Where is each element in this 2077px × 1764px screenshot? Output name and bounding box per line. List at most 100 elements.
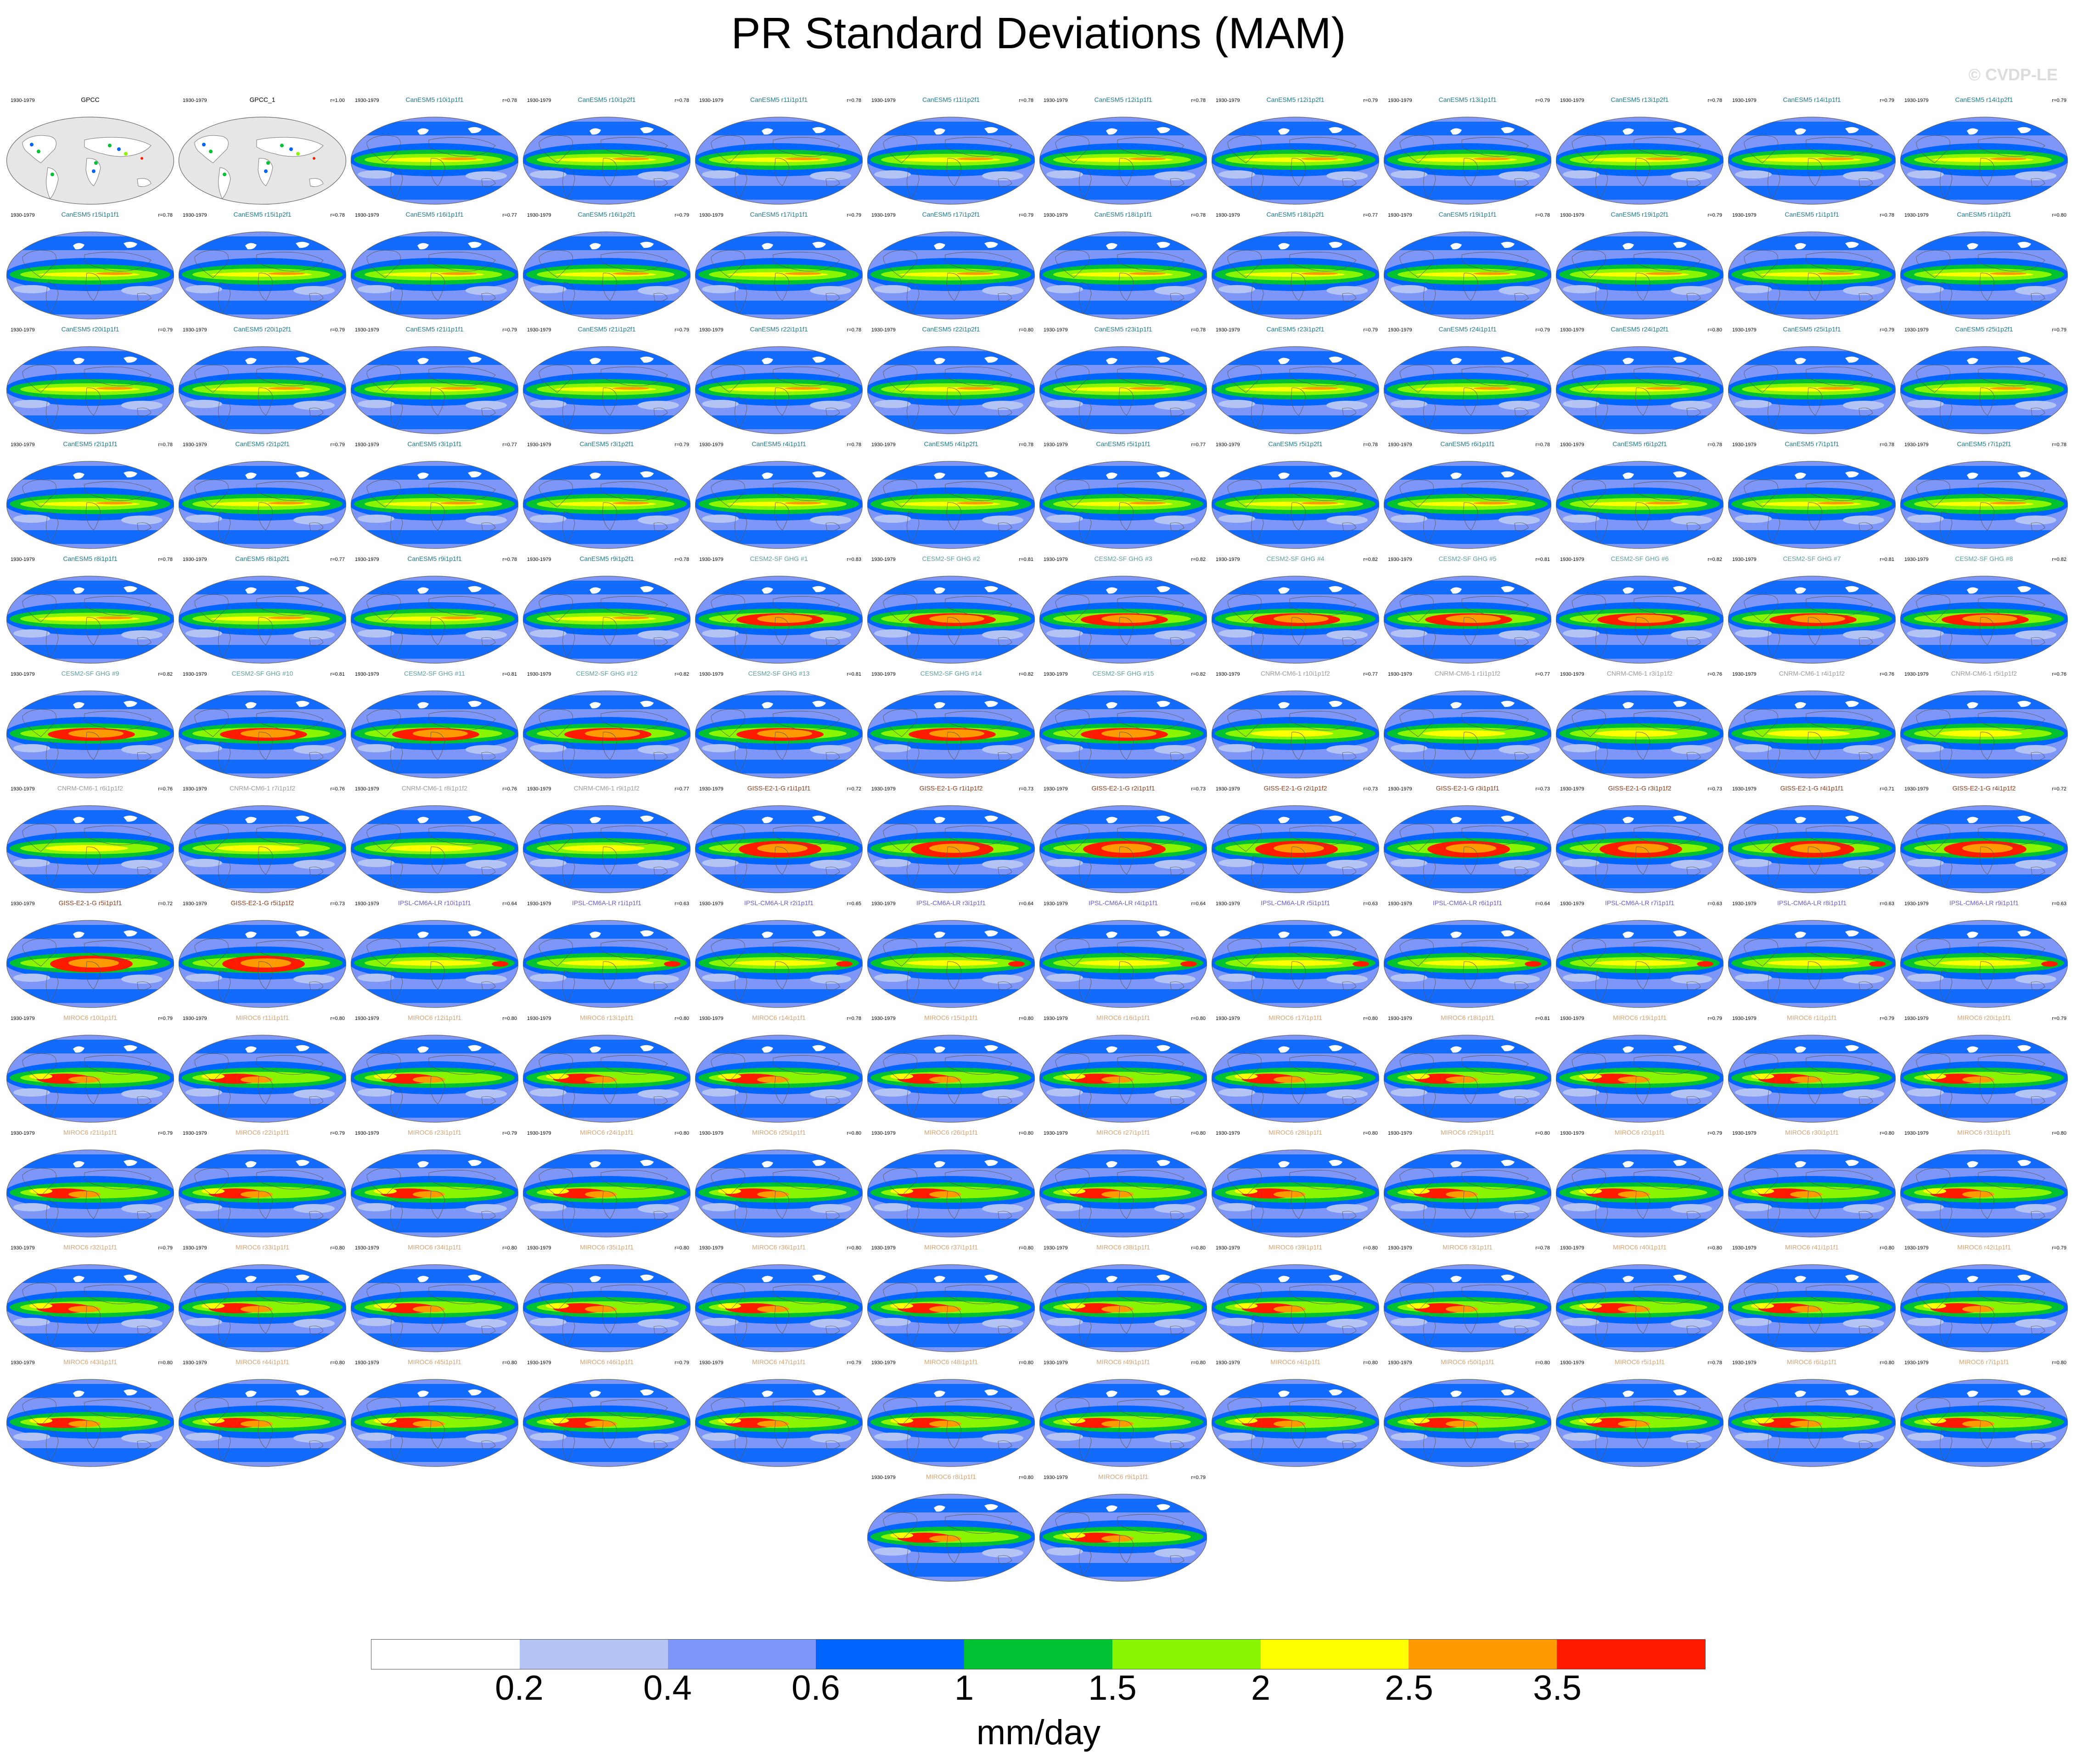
map-panel: 1930-1979 MIROC6 r27i1p1f1 r=0.80 [1037, 1127, 1209, 1241]
map-panel: 1930-1979 MIROC6 r15i1p1f1 r=0.80 [865, 1012, 1037, 1126]
panel-correlation: r=0.80 [330, 1016, 345, 1021]
panel-correlation: r=0.79 [1363, 98, 1378, 103]
world-map [1555, 461, 1724, 549]
world-map [695, 231, 863, 319]
world-map [1039, 576, 1207, 664]
panel-period: 1930-1979 [355, 442, 379, 448]
panel-period: 1930-1979 [1560, 557, 1584, 562]
panel-period: 1930-1979 [1388, 557, 1412, 562]
panel-title: MIROC6 r11i1p1f1 [236, 1014, 289, 1021]
world-map [1211, 1035, 1380, 1123]
panel-correlation: r=0.76 [158, 786, 173, 792]
world-map [1383, 805, 1552, 893]
panel-title: MIROC6 r32i1p1f1 [63, 1243, 117, 1251]
world-map [867, 1379, 1035, 1467]
panel-period: 1930-1979 [1904, 672, 1929, 677]
map-panel: 1930-1979 MIROC6 r14i1p1f1 r=0.78 [693, 1012, 865, 1126]
world-map [350, 231, 519, 319]
panel-period: 1930-1979 [1904, 213, 1929, 218]
panel-correlation: r=0.79 [1535, 98, 1550, 103]
world-map [1039, 920, 1207, 1008]
panel-correlation: r=0.73 [330, 901, 345, 907]
panel-period: 1930-1979 [355, 901, 379, 907]
panel-period: 1930-1979 [699, 1245, 724, 1251]
panel-period: 1930-1979 [11, 672, 35, 677]
map-panel: 1930-1979 CanESM5 r11i1p2f1 r=0.78 [865, 94, 1037, 208]
panel-period: 1930-1979 [699, 1360, 724, 1366]
panel-title: MIROC6 r41i1p1f1 [1785, 1243, 1839, 1251]
panel-title: IPSL-CM6A-LR r8i1p1f1 [1777, 899, 1847, 907]
panel-correlation: r=0.80 [2052, 213, 2067, 218]
world-map [1900, 1035, 2068, 1123]
panel-correlation: r=0.80 [1535, 1131, 1550, 1136]
map-panel: 1930-1979 MIROC6 r3i1p1f1 r=0.78 [1381, 1242, 1554, 1355]
map-panel: 1930-1979 MIROC6 r7i1p1f1 r=0.80 [1898, 1356, 2070, 1470]
map-panel: 1930-1979 MIROC6 r5i1p1f1 r=0.78 [1554, 1356, 1726, 1470]
panel-title: IPSL-CM6A-LR r6i1p1f1 [1433, 899, 1502, 907]
colorbar-tick-label: 0.2 [495, 1669, 544, 1708]
panel-correlation: r=0.79 [158, 1131, 173, 1136]
panel-period: 1930-1979 [1388, 327, 1412, 333]
map-panel: 1930-1979 CNRM-CM6-1 r1i1p1f2 r=0.77 [1381, 668, 1554, 782]
panel-period: 1930-1979 [871, 1016, 896, 1021]
panel-correlation: r=1.00 [330, 98, 345, 103]
world-map [178, 1149, 347, 1238]
panel-title: MIROC6 r39i1p1f1 [1269, 1243, 1322, 1251]
colorbar-segment [1409, 1640, 1557, 1669]
panel-title: CNRM-CM6-1 r5i1p1f2 [1951, 670, 2017, 677]
panel-title: GISS-E2-1-G r5i1p1f1 [58, 899, 122, 907]
panel-period: 1930-1979 [1732, 327, 1757, 333]
panel-correlation: r=0.77 [502, 442, 517, 448]
world-map [1728, 920, 1896, 1008]
map-panel: 1930-1979 MIROC6 r32i1p1f1 r=0.79 [4, 1242, 176, 1355]
panel-title: MIROC6 r16i1p1f1 [1096, 1014, 1150, 1021]
panel-title: MIROC6 r22i1p1f1 [236, 1129, 289, 1136]
panel-title: CanESM5 r14i1p1f1 [1783, 96, 1841, 103]
world-map [1900, 1379, 2068, 1467]
panel-period: 1930-1979 [355, 327, 379, 333]
colorbar-segment [1260, 1640, 1409, 1669]
panel-correlation: r=0.80 [1191, 1245, 1206, 1251]
panel-correlation: r=0.78 [1191, 327, 1206, 333]
panel-correlation: r=0.79 [847, 1360, 862, 1366]
panel-period: 1930-1979 [699, 213, 724, 218]
world-map [1728, 1035, 1896, 1123]
panel-period: 1930-1979 [1904, 786, 1929, 792]
world-map [695, 1149, 863, 1238]
world-map [1383, 461, 1552, 549]
colorbar-segment [519, 1640, 668, 1669]
panel-title: MIROC6 r47i1p1f1 [752, 1358, 806, 1366]
panel-period: 1930-1979 [1388, 901, 1412, 907]
panel-title: MIROC6 r24i1p1f1 [580, 1129, 634, 1136]
world-map [1555, 1379, 1724, 1467]
panel-period: 1930-1979 [871, 901, 896, 907]
panel-period: 1930-1979 [527, 442, 551, 448]
world-map [522, 461, 691, 549]
panel-title: MIROC6 r42i1p1f1 [1957, 1243, 2011, 1251]
map-panel: 1930-1979 MIROC6 r30i1p1f1 r=0.80 [1726, 1127, 1898, 1241]
world-map [522, 805, 691, 893]
panel-correlation: r=0.78 [1880, 213, 1895, 218]
panel-correlation: r=0.78 [330, 213, 345, 218]
panel-title: MIROC6 r48i1p1f1 [924, 1358, 978, 1366]
panel-correlation: r=0.81 [1535, 1016, 1550, 1021]
panel-correlation: r=0.77 [330, 557, 345, 562]
panel-correlation: r=0.73 [1707, 786, 1723, 792]
panel-title: CanESM5 r19i1p1f1 [1438, 211, 1497, 218]
panel-correlation: r=0.80 [2052, 1131, 2067, 1136]
panel-period: 1930-1979 [871, 1475, 896, 1480]
panel-period: 1930-1979 [699, 672, 724, 677]
panel-period: 1930-1979 [871, 1360, 896, 1366]
world-map [1728, 690, 1896, 778]
map-panel: 1930-1979 MIROC6 r9i1p1f1 r=0.79 [1037, 1471, 1209, 1585]
panel-period: 1930-1979 [1388, 213, 1412, 218]
panel-correlation: r=0.81 [1880, 557, 1895, 562]
panel-period: 1930-1979 [527, 1016, 551, 1021]
panel-title: CESM2-SF GHG #3 [1094, 555, 1152, 562]
world-map [178, 1379, 347, 1467]
panel-title: CanESM5 r13i1p1f1 [1438, 96, 1497, 103]
panel-correlation: r=0.78 [158, 442, 173, 448]
map-panel: 1930-1979 MIROC6 r24i1p1f1 r=0.80 [521, 1127, 693, 1241]
panel-title: CanESM5 r10i1p1f1 [405, 96, 464, 103]
panel-correlation: r=0.65 [847, 901, 862, 907]
